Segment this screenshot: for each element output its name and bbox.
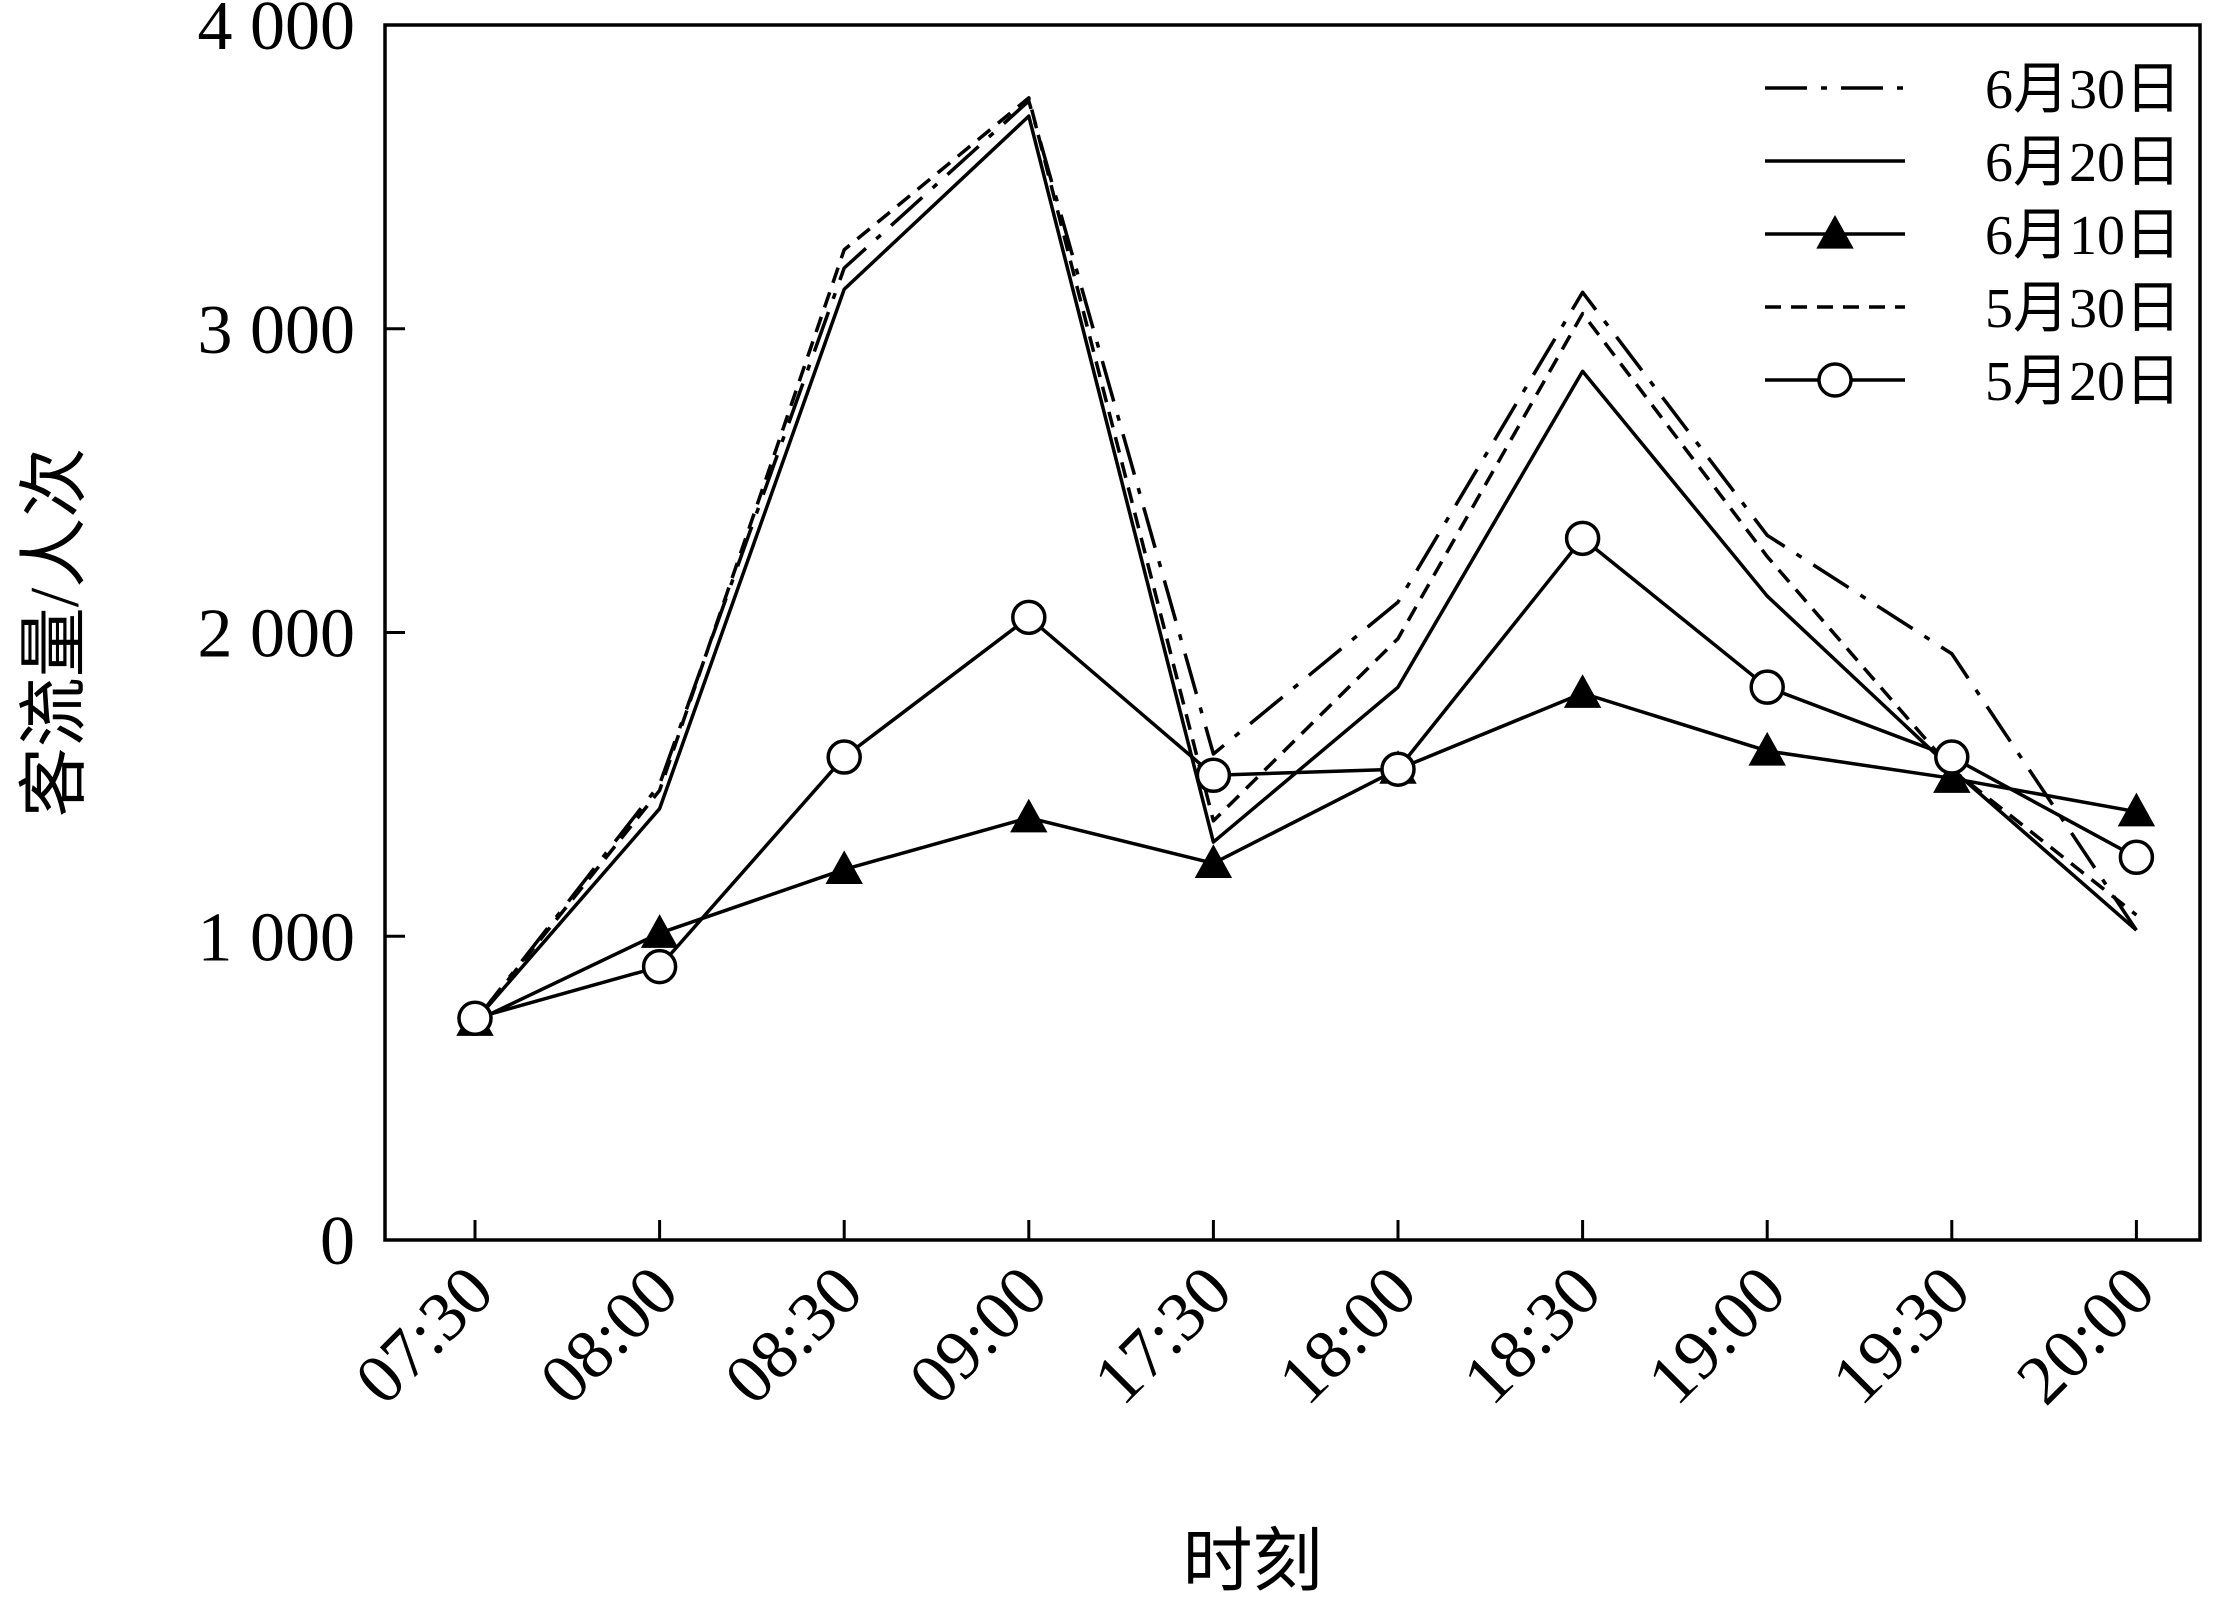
circle-marker [1817, 362, 1853, 398]
circle-marker [1749, 669, 1785, 705]
circle-marker [2118, 839, 2155, 876]
circle-marker [1934, 739, 1970, 775]
triangle-marker [1748, 731, 1786, 766]
legend-label: 6月10日 [1985, 205, 2181, 267]
x-tick-label: 20:00 [2003, 1252, 2170, 1419]
x-tick-label: 17:30 [1080, 1252, 1247, 1419]
x-tick-label: 18:30 [1449, 1252, 1616, 1419]
circle-marker [1195, 757, 1232, 794]
legend-label: 6月30日 [1985, 59, 2181, 121]
triangle-marker [1816, 214, 1854, 249]
circle-marker [1380, 751, 1416, 787]
series-4 [473, 96, 2138, 1023]
y-tick-label: 1 000 [198, 899, 356, 976]
series-line [473, 114, 2138, 1023]
y-tick-label: 0 [320, 1203, 355, 1280]
series-line [473, 96, 2138, 1023]
x-tick-label: 07:30 [341, 1252, 508, 1419]
circle-marker [457, 1000, 493, 1037]
legend-item: 5月30日 [1765, 278, 2181, 340]
series-2 [473, 114, 2138, 1023]
circle-marker [826, 739, 862, 775]
series-1 [473, 99, 2138, 1023]
plot-frame [383, 23, 2202, 1242]
x-tick-label: 18:00 [1264, 1252, 1431, 1419]
y-axis-title: 客流量/人次 [17, 448, 94, 817]
circle-marker [641, 948, 678, 985]
legend-item: 6月30日 [1765, 59, 2181, 121]
triangle-marker [1563, 674, 1602, 708]
x-axis-title: 时刻 [1183, 1524, 1323, 1601]
legend-label: 5月30日 [1985, 278, 2181, 340]
triangle-marker [1194, 844, 1233, 878]
series-line [474, 536, 2138, 1020]
legend-label: 5月20日 [1985, 351, 2181, 413]
legend-item: 6月20日 [1765, 132, 2181, 194]
y-tick-label: 2 000 [198, 596, 356, 673]
triangle-marker [2117, 792, 2156, 827]
triangle-marker [1010, 798, 1048, 833]
x-tick-label: 08:00 [526, 1252, 693, 1419]
axes [383, 23, 2202, 1242]
y-axis-ticks: 0 1 000 2 000 3 000 4 000 [198, 0, 405, 1280]
series-5 [457, 520, 2155, 1037]
series-group [456, 96, 2156, 1037]
circle-marker [1564, 520, 1601, 557]
legend-label: 6月20日 [1985, 132, 2181, 194]
y-tick-label: 3 000 [198, 292, 356, 369]
triangle-marker [825, 850, 863, 885]
series-line [473, 99, 2138, 1023]
circle-marker [1011, 599, 1047, 636]
x-tick-label: 19:30 [1818, 1252, 1985, 1419]
y-tick-label: 4 000 [198, 0, 356, 65]
triangle-marker [640, 914, 679, 948]
x-tick-label: 08:30 [710, 1252, 877, 1419]
series-line [474, 691, 2137, 1023]
legend-item: 5月20日 [1765, 351, 2181, 413]
legend: 6月30日 6月20日 6月10日 5月30日 5月20日 [1765, 59, 2181, 413]
x-tick-label: 09:00 [895, 1252, 1062, 1419]
x-tick-label: 19:00 [1633, 1252, 1800, 1419]
legend-item: 6月10日 [1765, 205, 2181, 267]
x-axis-ticks: 07:30 08:00 08:30 09:00 17:30 18:00 18:30 19:00… [341, 1220, 2170, 1419]
